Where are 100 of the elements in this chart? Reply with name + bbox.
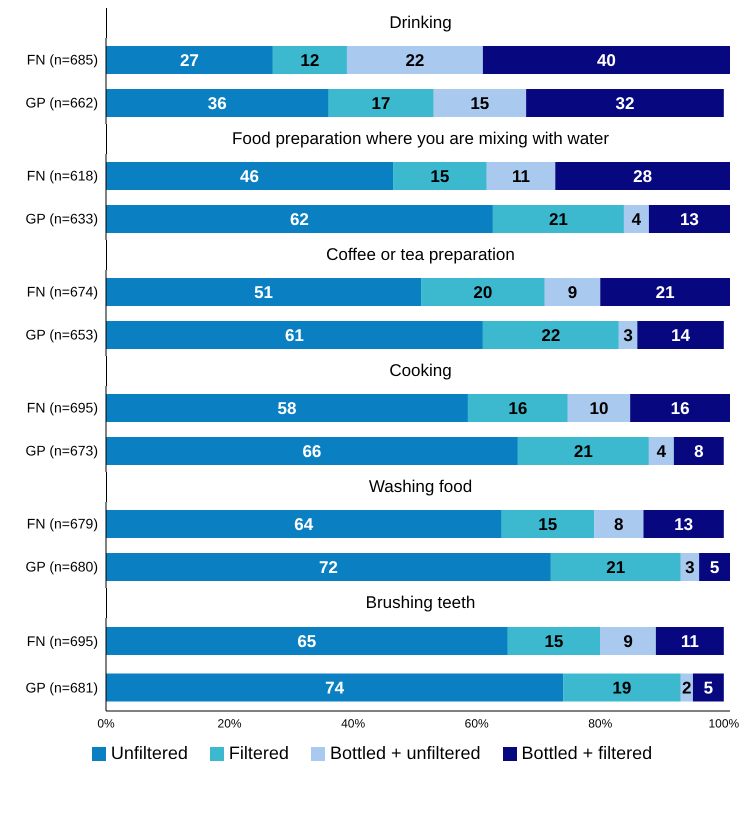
data-label: 8 — [614, 515, 624, 534]
data-label: 3 — [685, 558, 695, 578]
data-label: 64 — [294, 515, 314, 534]
legend-label: Unfiltered — [110, 743, 188, 764]
data-label: 40 — [596, 51, 616, 70]
bar — [674, 437, 724, 465]
y-tick-label: GP (n=633) — [25, 210, 98, 226]
bar — [624, 205, 649, 233]
y-tick-label: FN (n=679) — [26, 515, 98, 532]
data-label: 51 — [254, 283, 274, 302]
bar — [699, 553, 730, 581]
y-tick-label: FN (n=685) — [26, 51, 98, 68]
data-label: 21 — [606, 558, 626, 578]
data-label: 66 — [302, 442, 322, 462]
y-tick-label: FN (n=695) — [26, 633, 98, 650]
bar — [272, 46, 347, 74]
data-label: 62 — [290, 210, 309, 230]
data-label: 72 — [318, 558, 338, 578]
bar — [106, 205, 493, 233]
x-tick-label: 0% — [97, 716, 115, 731]
bar — [106, 321, 483, 349]
bar — [648, 437, 674, 465]
bar — [637, 321, 724, 349]
x-tick-label: 60% — [464, 716, 490, 731]
bar — [106, 553, 551, 581]
data-label: 22 — [541, 326, 560, 346]
data-label: 61 — [284, 326, 304, 346]
data-label: 8 — [694, 442, 704, 462]
data-label: 14 — [671, 326, 691, 346]
legend-label: Bottled + unfiltered — [330, 743, 481, 764]
bar — [526, 89, 724, 117]
data-label: 2 — [682, 678, 692, 698]
chart-title: Drinking — [106, 8, 734, 38]
y-tick-label: FN (n=674) — [26, 283, 98, 300]
y-tick-label: GP (n=673) — [25, 442, 98, 458]
data-label: 15 — [470, 94, 490, 114]
bar — [106, 278, 422, 306]
data-label: 65 — [297, 632, 316, 652]
data-label: 13 — [680, 210, 699, 230]
data-label: 27 — [180, 51, 199, 70]
bar — [468, 394, 568, 422]
bar — [106, 437, 518, 465]
data-label: 46 — [240, 167, 259, 186]
bar — [482, 46, 730, 74]
data-label: 16 — [670, 399, 690, 418]
data-label: 20 — [473, 283, 492, 302]
y-tick-label: GP (n=653) — [25, 326, 98, 342]
x-tick-label: 80% — [588, 716, 613, 731]
bar — [630, 394, 730, 422]
data-label: 15 — [430, 167, 450, 186]
bar — [492, 205, 624, 233]
data-label: 13 — [674, 515, 694, 534]
data-label: 21 — [548, 210, 568, 230]
data-label: 19 — [612, 678, 632, 698]
bar — [433, 89, 526, 117]
chart-title: Food preparation where you are mixing with water — [106, 124, 734, 154]
x-tick-label: 40% — [341, 716, 366, 731]
bar — [106, 46, 273, 74]
data-label: 12 — [300, 51, 320, 70]
bar — [106, 394, 468, 422]
data-label: 3 — [623, 326, 633, 346]
bar — [106, 89, 328, 117]
bar — [508, 627, 600, 655]
chart-title: Washing food — [106, 472, 734, 502]
data-label: 32 — [616, 94, 634, 114]
bar — [106, 627, 508, 655]
data-label: 16 — [508, 399, 528, 418]
data-label: 74 — [325, 678, 345, 698]
bar — [346, 46, 483, 74]
data-label: 11 — [680, 632, 699, 652]
legend-label: Bottled + filtered — [522, 743, 652, 764]
bar — [544, 278, 600, 306]
data-label: 17 — [371, 94, 390, 114]
bar — [328, 89, 434, 117]
data-label: 15 — [544, 632, 564, 652]
legend-label: Filtered — [228, 743, 289, 764]
x-tick-label: 100% — [708, 716, 740, 731]
data-label: 22 — [405, 51, 424, 70]
data-label: 36 — [208, 94, 227, 114]
bar — [106, 510, 502, 538]
y-tick-label: GP (n=680) — [25, 558, 98, 574]
data-label: 4 — [656, 442, 667, 462]
chart-title: Brushing teeth — [106, 588, 734, 618]
bar — [648, 205, 730, 233]
bar — [594, 510, 644, 538]
bar — [518, 437, 649, 465]
bar — [644, 510, 724, 538]
data-label: 15 — [538, 515, 558, 534]
data-label: 11 — [512, 167, 530, 186]
bar — [600, 627, 656, 655]
chart-title: Cooking — [106, 356, 734, 386]
data-label: 58 — [278, 399, 296, 418]
bar — [568, 394, 630, 422]
bar — [393, 162, 487, 190]
bar — [555, 162, 730, 190]
bar — [501, 510, 594, 538]
bar — [563, 674, 681, 702]
data-label: 21 — [656, 283, 675, 302]
chart-title: Coffee or tea preparation — [106, 240, 734, 270]
data-label: 21 — [574, 442, 593, 462]
